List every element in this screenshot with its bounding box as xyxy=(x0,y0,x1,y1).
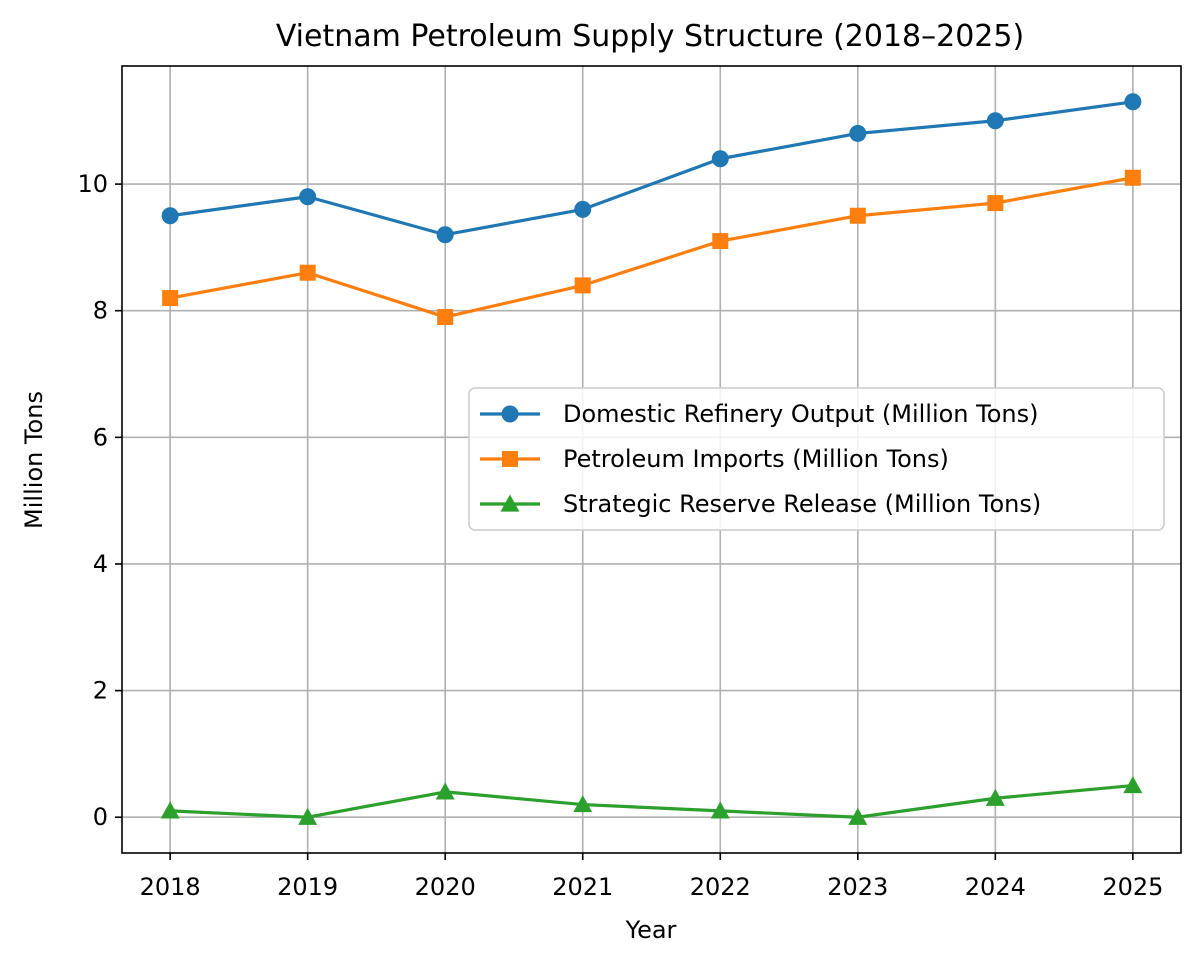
series-layer xyxy=(160,93,1143,825)
y-tick-label: 2 xyxy=(93,677,108,705)
y-axis: 0 2 4 6 8 10 xyxy=(77,170,122,831)
x-tick-label: 2023 xyxy=(827,873,888,901)
data-point xyxy=(299,188,317,206)
chart-title: Vietnam Petroleum Supply Structure (2018… xyxy=(276,19,1024,54)
series-3 xyxy=(160,776,1143,825)
data-point xyxy=(299,264,316,281)
legend-label: Petroleum Imports (Million Tons) xyxy=(563,445,949,473)
series-1 xyxy=(161,93,1142,244)
data-point xyxy=(710,801,730,819)
x-axis-label: Year xyxy=(625,916,677,944)
data-point xyxy=(298,807,318,825)
data-point xyxy=(712,233,729,250)
data-point xyxy=(1124,93,1142,111)
legend-entry: Strategic Reserve Release (Million Tons) xyxy=(480,490,1041,518)
data-point xyxy=(986,112,1004,130)
y-tick-label: 6 xyxy=(93,423,108,451)
data-point xyxy=(435,782,455,800)
data-point xyxy=(161,207,179,225)
data-point xyxy=(160,801,180,819)
data-point xyxy=(1124,169,1141,186)
legend-marker xyxy=(500,494,520,512)
y-tick-label: 0 xyxy=(93,803,108,831)
data-point xyxy=(848,807,868,825)
y-tick-label: 4 xyxy=(93,550,108,578)
series-line xyxy=(169,100,1134,237)
series-line xyxy=(169,176,1134,319)
x-axis: 2018 2019 2020 2021 2022 2023 2024 2025 xyxy=(140,853,1163,901)
data-point xyxy=(987,195,1004,212)
legend-entry: Domestic Refinery Output (Million Tons) xyxy=(480,400,1038,428)
x-tick-label: 2019 xyxy=(277,873,338,901)
series-2 xyxy=(162,169,1141,326)
data-point xyxy=(162,290,179,307)
x-tick-label: 2020 xyxy=(415,873,476,901)
data-point xyxy=(436,226,454,244)
data-point xyxy=(574,200,592,218)
data-point xyxy=(849,124,867,142)
legend-entry: Petroleum Imports (Million Tons) xyxy=(480,445,949,473)
x-tick-label: 2018 xyxy=(140,873,201,901)
legend-label: Domestic Refinery Output (Million Tons) xyxy=(563,400,1038,428)
plot-area-frame xyxy=(121,65,1182,854)
series-line xyxy=(170,783,1134,819)
data-point xyxy=(574,277,591,294)
data-point xyxy=(573,795,593,813)
x-tick-label: 2024 xyxy=(965,873,1026,901)
x-tick-label: 2022 xyxy=(690,873,751,901)
data-point xyxy=(711,150,729,168)
legend: Domestic Refinery Output (Million Tons) P… xyxy=(468,387,1165,531)
x-tick-label: 2025 xyxy=(1102,873,1163,901)
y-tick-label: 10 xyxy=(77,170,108,198)
y-tick-label: 8 xyxy=(93,297,108,325)
data-point xyxy=(985,788,1005,806)
legend-marker xyxy=(502,451,518,467)
data-point xyxy=(849,207,866,224)
legend-label: Strategic Reserve Release (Million Tons) xyxy=(563,490,1041,518)
data-point xyxy=(1123,776,1143,794)
y-axis-label: Million Tons xyxy=(20,391,48,529)
legend-marker xyxy=(501,405,519,423)
x-tick-label: 2021 xyxy=(552,873,613,901)
data-point xyxy=(437,309,454,326)
legend-box xyxy=(468,387,1165,531)
